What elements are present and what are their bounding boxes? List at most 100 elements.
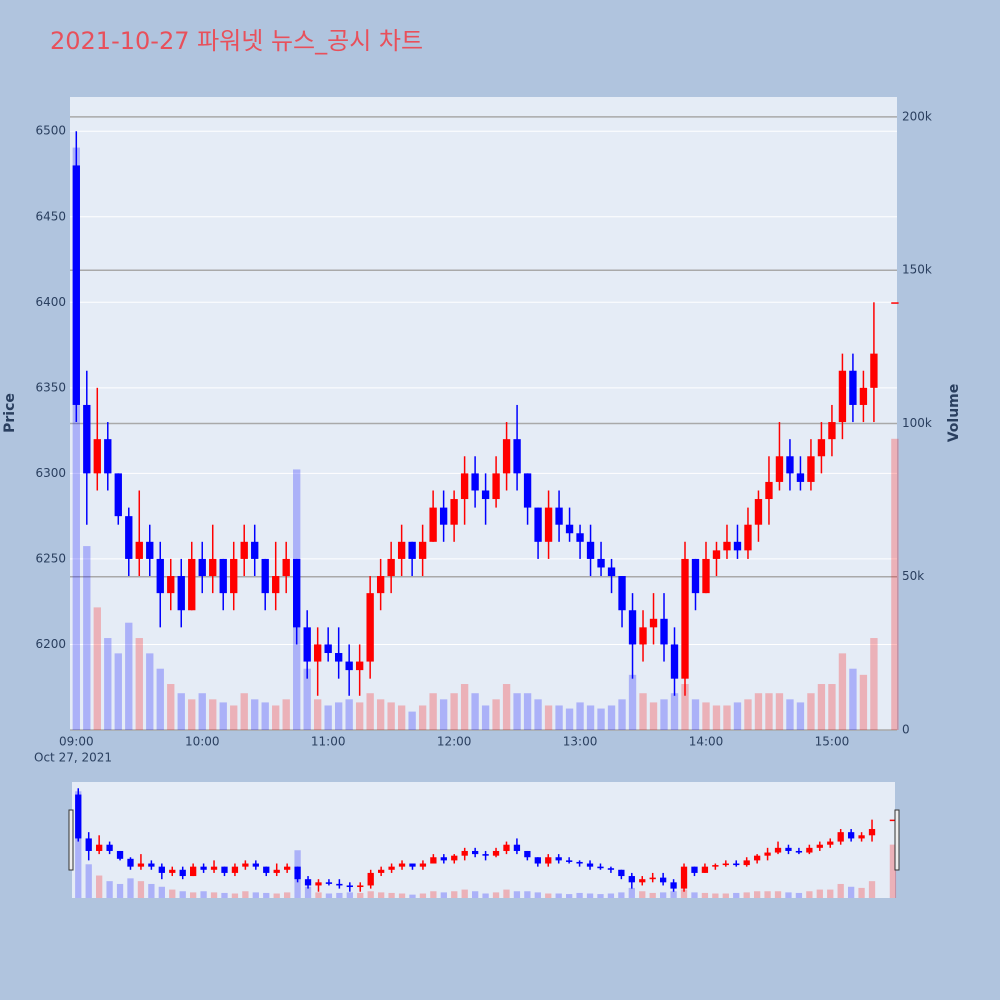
- range-slider[interactable]: [72, 782, 895, 898]
- candle-body: [188, 558, 196, 611]
- slider-volume-bar: [158, 886, 165, 898]
- candle-body: [733, 541, 742, 551]
- volume-bar: [251, 699, 259, 730]
- slider-candle-body: [158, 866, 165, 873]
- candle-body: [272, 576, 280, 594]
- slider-volume-bar: [200, 891, 207, 898]
- slider-volume-bar: [106, 881, 113, 898]
- slider-volume-bar: [753, 891, 761, 898]
- slider-volume-bar: [513, 891, 521, 898]
- candle-body: [418, 541, 427, 559]
- slider-candle-body: [618, 869, 625, 877]
- volume-bar: [723, 705, 731, 730]
- candle-body: [838, 370, 847, 423]
- slider-volume-bar: [628, 887, 635, 898]
- slider-volume-bar: [398, 893, 406, 898]
- volume-bar: [765, 693, 773, 730]
- slider-candle-body: [315, 882, 322, 886]
- candle-body: [807, 456, 815, 482]
- range-handle[interactable]: [68, 809, 74, 871]
- slider-volume-bar: [482, 893, 489, 898]
- candle-body: [177, 576, 185, 611]
- candle-body: [586, 541, 595, 559]
- candle-body: [146, 541, 154, 559]
- volume-bar: [282, 699, 290, 730]
- slider-volume-bar: [774, 891, 782, 898]
- slider-volume-bar: [524, 891, 531, 898]
- volume-bar: [649, 702, 658, 730]
- slider-volume-bar: [148, 883, 155, 898]
- x-tick-label: 09:00: [59, 735, 94, 749]
- candle-body: [471, 473, 479, 491]
- volume-bar: [93, 607, 101, 730]
- slider-candle-body: [565, 860, 573, 862]
- range-handle[interactable]: [894, 809, 900, 871]
- volume-bar: [786, 699, 794, 730]
- volume-bar: [702, 702, 710, 730]
- y-tick-label: 6250: [35, 551, 66, 565]
- slider-candle-body: [753, 855, 761, 861]
- slider-volume-bar: [336, 892, 343, 898]
- candle-body: [251, 541, 259, 559]
- volume-bar: [135, 638, 143, 730]
- candle-body: [230, 558, 238, 594]
- x-sublabel: Oct 27, 2021: [34, 751, 112, 765]
- slider-volume-bar: [680, 889, 688, 898]
- volume-bar: [670, 693, 679, 730]
- slider-candle-body: [336, 883, 343, 886]
- volume-bar: [744, 699, 752, 730]
- volume-bar: [618, 699, 626, 730]
- slider-volume-bar: [242, 891, 249, 898]
- volume-bar: [366, 693, 374, 730]
- y-tick-label: 6200: [35, 637, 66, 651]
- volume-bar: [481, 705, 490, 730]
- slider-volume-bar: [127, 878, 134, 898]
- slider-volume-bar: [565, 894, 573, 898]
- volume-bar: [198, 693, 206, 730]
- volume-bar: [534, 699, 542, 730]
- slider-volume-bar: [806, 891, 813, 898]
- volume-bar: [272, 705, 280, 730]
- candle-body: [670, 644, 679, 679]
- slider-candle-body: [471, 850, 479, 855]
- slider-volume-bar: [701, 892, 709, 898]
- candle-body: [723, 541, 731, 551]
- slider-candle-body: [607, 868, 615, 870]
- volume-bar: [439, 699, 448, 730]
- slider-candle-body: [210, 866, 218, 870]
- slider-volume-bar: [221, 892, 228, 898]
- slider-candle-body: [451, 855, 458, 861]
- slider-candle-body: [252, 863, 259, 867]
- slider-candle-body: [106, 844, 113, 851]
- volume-bar: [334, 702, 343, 730]
- volume-bar: [219, 702, 227, 730]
- slider-volume-bar: [75, 791, 82, 898]
- candle-body: [607, 567, 616, 577]
- slider-volume-bar: [785, 892, 792, 898]
- y2-axis-title: Volume: [946, 384, 962, 443]
- slider-volume-bar: [210, 892, 218, 898]
- volume-bar: [565, 708, 574, 730]
- slider-candle-body: [388, 866, 395, 870]
- volume-bar: [712, 705, 721, 730]
- volume-bar: [104, 638, 112, 730]
- slider-candle-body: [586, 863, 594, 867]
- slider-candle-body: [398, 863, 406, 867]
- candle-body: [754, 499, 763, 525]
- volume-bar: [775, 693, 784, 730]
- candle-body: [775, 456, 784, 482]
- slider-candle-body: [691, 866, 698, 873]
- y-tick-label: 6400: [35, 295, 66, 309]
- slider-volume-bar: [179, 891, 186, 898]
- candle-body: [649, 618, 658, 628]
- slider-candle-body: [75, 794, 82, 839]
- slider-volume-bar: [691, 892, 698, 898]
- slider-candle-body: [242, 863, 249, 867]
- volume-bar: [733, 702, 742, 730]
- volume-bar: [156, 668, 164, 730]
- slider-volume-bar: [169, 889, 176, 898]
- slider-candle-body: [294, 866, 301, 880]
- slider-candle-body: [513, 844, 521, 851]
- slider-volume-bar: [827, 889, 834, 898]
- slider-candle-body: [492, 850, 500, 856]
